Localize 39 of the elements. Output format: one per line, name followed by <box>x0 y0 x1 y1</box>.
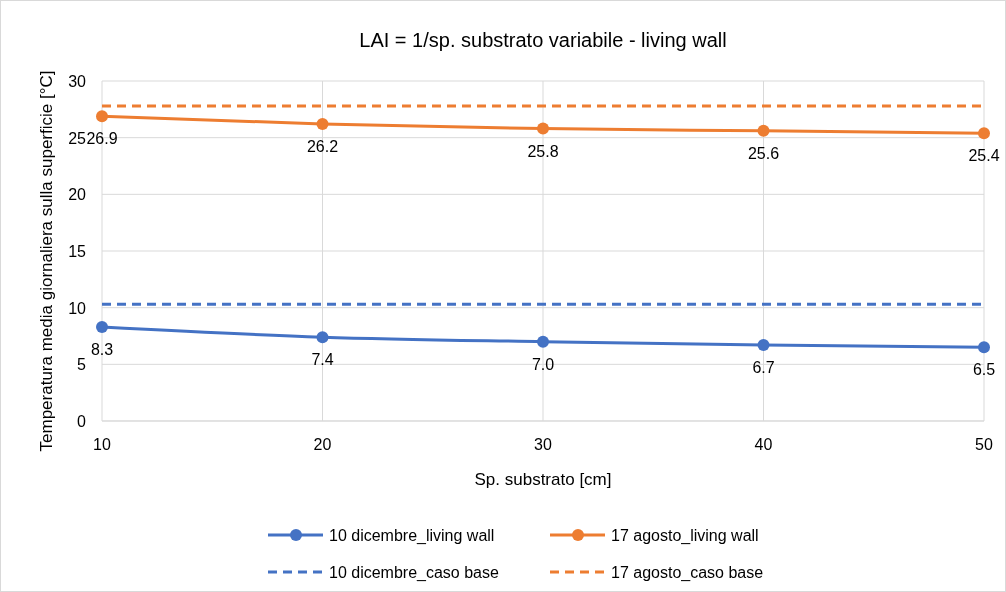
x-tick-label: 50 <box>975 436 993 453</box>
data-label: 25.6 <box>747 144 780 162</box>
y-tick-label: 25 <box>68 129 87 147</box>
data-label: 25.4 <box>968 147 1000 165</box>
point <box>96 320 108 333</box>
point <box>978 127 990 140</box>
legend-label: 10 dicembre_caso base <box>329 564 499 582</box>
data-label: 6.7 <box>752 359 775 377</box>
point <box>757 339 770 352</box>
chart-title: LAI = 1/sp. substrato variabile - living wall <box>359 29 727 51</box>
x-tick-label: 30 <box>534 436 552 453</box>
data-label: 26.2 <box>306 138 339 156</box>
legend-label: 10 dicembre_living wall <box>329 527 495 545</box>
y-tick-label: 5 <box>77 356 87 374</box>
x-axis-title: Sp. substrato [cm] <box>474 470 612 489</box>
point <box>757 124 770 137</box>
point <box>316 118 329 131</box>
y-tick-label: 20 <box>68 186 87 204</box>
y-tick-label: 15 <box>68 243 87 260</box>
data-label: 7.4 <box>311 351 334 369</box>
point <box>978 341 990 354</box>
data-label: 7.0 <box>531 355 555 373</box>
legend-label: 17 agosto_living wall <box>611 527 759 545</box>
y-tick-label: 0 <box>77 413 87 430</box>
data-label: 6.5 <box>972 361 996 379</box>
x-tick-label: 40 <box>754 436 773 453</box>
x-tick-label: 10 <box>93 436 111 453</box>
data-label: 25.8 <box>527 142 559 160</box>
y-tick-label: 30 <box>68 73 87 90</box>
y-tick-label: 10 <box>68 299 87 317</box>
point <box>96 110 108 123</box>
point <box>537 335 549 348</box>
x-tick-label: 20 <box>313 436 332 453</box>
legend-label: 17 agosto_caso base <box>611 564 764 582</box>
data-label: 8.3 <box>90 340 114 358</box>
data-label: 26.9 <box>86 130 118 148</box>
point <box>316 331 329 344</box>
point <box>537 122 549 135</box>
y-axis-title: Temperatura media giornaliera sulla superficie [°C] <box>37 70 56 452</box>
